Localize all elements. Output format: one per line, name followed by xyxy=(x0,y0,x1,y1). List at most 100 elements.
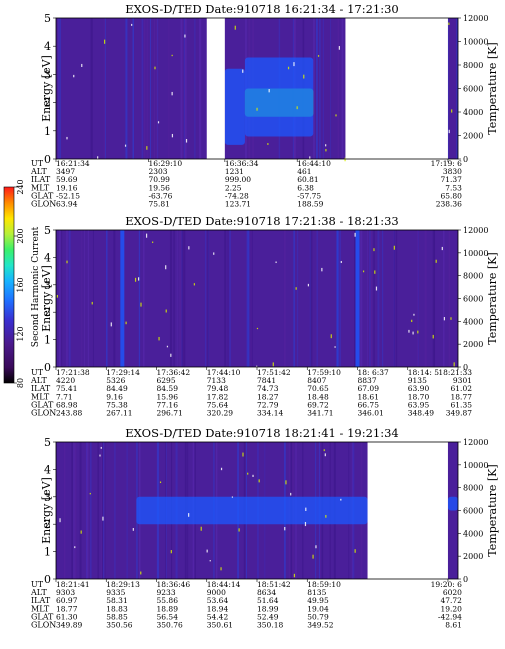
table-cell: 18:21:33 xyxy=(438,368,472,377)
right-tick-label: 4000 xyxy=(463,317,483,326)
speckle xyxy=(100,446,102,449)
table-cell: 74.73 xyxy=(257,384,279,393)
table-cell: 18:44:14 xyxy=(207,580,241,589)
row-label: MLT xyxy=(31,604,50,613)
speckle xyxy=(324,453,326,457)
table-cell: 350.61 xyxy=(207,621,233,630)
table-cell: 18.77 xyxy=(451,392,473,401)
table-cell: 79.48 xyxy=(207,384,229,393)
table-cell: 61.02 xyxy=(451,384,473,393)
table-cell: 17:21:38 xyxy=(56,368,90,377)
right-tick-label: 4000 xyxy=(463,529,483,538)
intensity-band xyxy=(224,68,245,145)
table-cell: 8634 xyxy=(257,588,276,597)
speckle xyxy=(66,136,68,140)
texture-strip xyxy=(227,230,229,367)
table-cell: 7.71 xyxy=(56,392,73,401)
colorbar: 80 120 160 200 240 Second Harmonic Current xyxy=(3,179,41,388)
speckle xyxy=(146,146,148,150)
texture-strip xyxy=(146,18,148,159)
table-cell: 18:59:10 xyxy=(307,580,341,589)
table-cell: 68.98 xyxy=(56,400,78,409)
right-tick-label: 10000 xyxy=(463,461,488,470)
table-cell: 8837 xyxy=(358,376,377,385)
table-cell: 18:29:13 xyxy=(106,580,140,589)
speckle xyxy=(73,74,75,78)
speckle xyxy=(451,109,453,113)
table-cell: 9335 xyxy=(106,588,125,597)
y-tick-label: 2 xyxy=(44,97,51,110)
texture-strip xyxy=(100,442,103,579)
speckle xyxy=(417,330,419,334)
speckle xyxy=(56,294,58,298)
speckle xyxy=(408,329,410,333)
texture-strip xyxy=(125,18,128,159)
y-tick-label: 3 xyxy=(44,279,51,292)
speckle xyxy=(256,327,259,330)
table-cell: 70.65 xyxy=(307,384,329,393)
right-tick-label: 12000 xyxy=(463,438,488,447)
y-tick-label: 5 xyxy=(44,224,51,237)
texture-strip xyxy=(173,230,175,367)
texture-strip xyxy=(367,230,368,367)
texture-strip xyxy=(143,230,145,367)
speckle xyxy=(91,301,93,305)
speckle xyxy=(234,25,236,30)
table-cell: 49.95 xyxy=(307,596,329,605)
texture-strip xyxy=(92,230,94,367)
intensity-line xyxy=(120,230,125,367)
row-label: GLAT xyxy=(31,612,54,621)
y-tick-label: 1 xyxy=(44,546,51,559)
texture-strip xyxy=(394,230,396,367)
table-cell: 350.56 xyxy=(106,621,132,630)
table-cell: 19.20 xyxy=(440,604,462,613)
texture-strip xyxy=(59,18,61,159)
table-cell: 18.99 xyxy=(257,604,279,613)
texture-strip xyxy=(181,230,184,367)
speckle xyxy=(258,479,260,483)
table-cell: 59.69 xyxy=(56,175,78,184)
speckle xyxy=(188,246,190,250)
table-cell: 16:29:10 xyxy=(148,159,182,168)
speckle xyxy=(206,549,208,553)
speckle xyxy=(170,353,172,357)
y-tick-label: 4 xyxy=(44,40,51,53)
table-cell: 18:14: 5 xyxy=(408,368,440,377)
speckle xyxy=(354,549,356,553)
table-cell: 8.61 xyxy=(445,621,462,630)
y-tick-label: 0 xyxy=(44,361,51,374)
speckle xyxy=(325,514,327,518)
texture-strip xyxy=(102,442,103,579)
table-cell: 63.95 xyxy=(408,400,430,409)
speckle xyxy=(354,232,356,237)
right-tick-label: 2000 xyxy=(463,340,483,349)
speckle xyxy=(134,277,137,282)
table-cell: 54.42 xyxy=(207,612,229,621)
texture-strip xyxy=(143,18,146,159)
texture-strip xyxy=(370,230,372,367)
speckle xyxy=(138,277,140,281)
speckle xyxy=(200,526,202,531)
speckle xyxy=(220,467,223,471)
speckle xyxy=(171,133,174,138)
y-tick-label: 4 xyxy=(44,463,51,476)
speckle xyxy=(193,283,195,286)
table-cell: 15.96 xyxy=(157,392,179,401)
table-cell: 17:44:10 xyxy=(207,368,241,377)
table-cell: 5326 xyxy=(106,376,125,385)
speckle xyxy=(159,481,162,484)
right-tick-label: 10000 xyxy=(463,38,488,47)
texture-strip xyxy=(90,442,92,579)
texture-strip xyxy=(132,18,135,159)
speckle xyxy=(307,283,310,287)
table-cell: 18.77 xyxy=(56,604,78,613)
table-cell: 61.35 xyxy=(451,400,473,409)
texture-strip xyxy=(330,18,332,159)
texture-strip xyxy=(56,442,57,579)
table-cell: 18: 6:37 xyxy=(358,368,390,377)
speckle xyxy=(290,492,292,496)
texture-strip xyxy=(377,230,380,367)
speckle xyxy=(321,267,323,272)
colorbar-label: Second Harmonic Current xyxy=(31,226,41,347)
texture-strip xyxy=(71,442,74,579)
